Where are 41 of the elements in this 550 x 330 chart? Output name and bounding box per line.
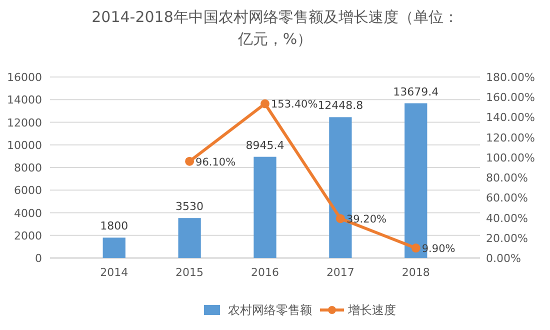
y2-tick-label: 180.00% [486,71,535,84]
bar [254,156,276,258]
x-tick-label: 2017 [326,266,354,279]
legend-label: 农村网络零售额 [228,303,312,317]
data-label: 153.40% [271,98,318,111]
x-tick-label: 2015 [176,266,204,279]
y-tick-label: 2000 [14,229,42,242]
bar [102,238,126,258]
y2-tick-label: 60.00% [486,192,528,205]
data-label: 1800 [100,220,128,233]
bar [178,218,201,258]
y2-tick-label: 120.00% [486,131,535,144]
data-label: 12448.8 [318,99,364,112]
point [260,99,270,108]
point [411,244,420,253]
data-label: 96.10% [196,156,236,168]
y2-tick-label: 0.00% [486,252,521,265]
data-label: 8945.4 [246,138,284,152]
y-tick-label: 4000 [14,206,42,220]
y-tick-label: 14000 [7,94,42,107]
y-tick-label: 6000 [14,184,42,198]
y2-tick-label: 160.00% [486,91,535,104]
point [185,156,194,166]
x-tick-label: 2018 [402,266,430,279]
y-tick-label: 0 [35,252,42,265]
y2-tick-label: 40.00% [486,212,528,225]
data-label: 13679.4 [393,85,439,98]
y-tick-label: 12000 [7,116,42,130]
x-tick-label: 2016 [251,266,279,279]
y-tick-label: 16000 [7,71,42,84]
y-tick-label: 10000 [7,138,42,152]
y2-tick-label: 140.00% [486,111,535,124]
legend-label: 增长速度 [347,303,396,317]
y2-tick-label: 20.00% [486,232,528,245]
y-tick-label: 8000 [14,162,42,174]
point [336,214,345,224]
y2-tick-label: 80.00% [486,172,528,185]
y2-tick-label: 100.00% [486,151,535,164]
chart-title: 2014-2018年中国农村网络零售额及增长速度（单位：亿元，%） [92,8,458,48]
data-label: 3530 [176,200,204,214]
x-tick-label: 2014 [100,266,128,279]
